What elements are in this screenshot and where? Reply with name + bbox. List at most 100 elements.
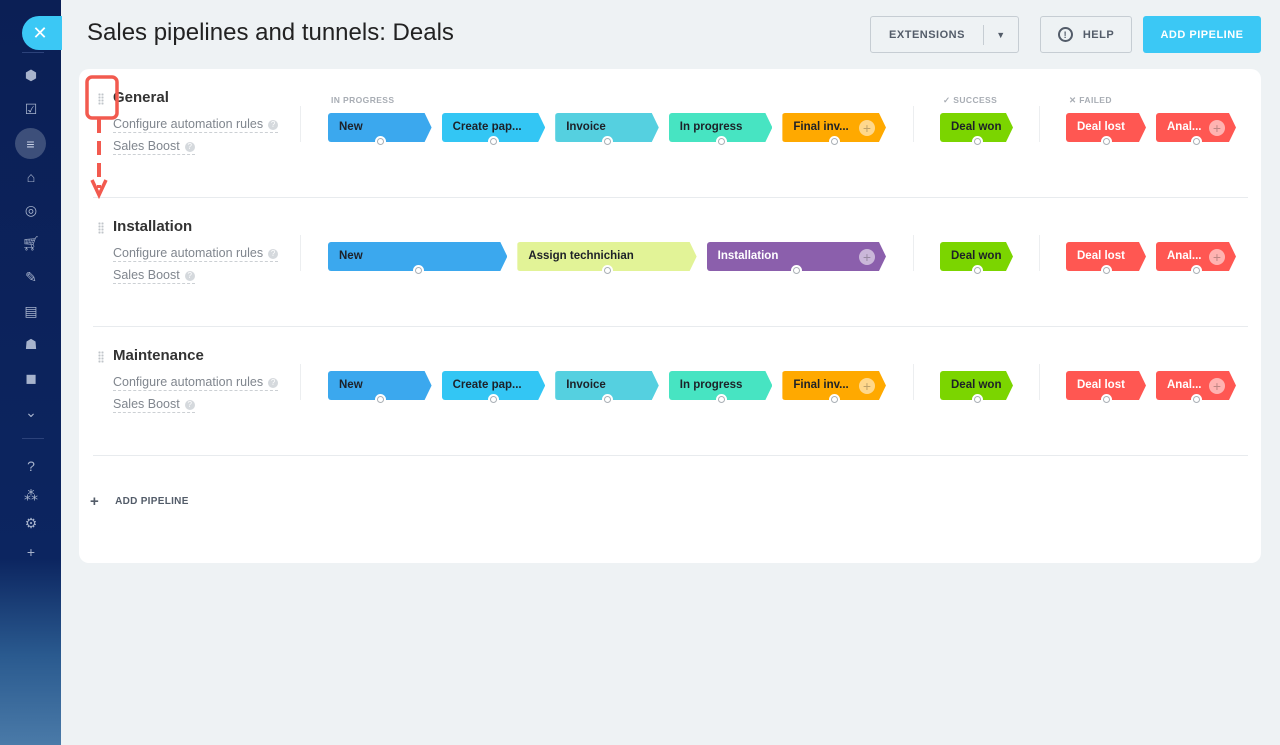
stage-label: Deal lost: [1077, 379, 1125, 391]
help-label: HELP: [1082, 28, 1115, 41]
stage-label: Final inv...: [793, 121, 849, 133]
stage-connector-dot[interactable]: [1101, 136, 1112, 147]
plus-icon[interactable]: +: [26, 544, 36, 560]
stage-connector-dot[interactable]: [715, 136, 727, 147]
stage-connector-dot[interactable]: [412, 265, 424, 276]
stage-connector-dot[interactable]: [1191, 265, 1202, 276]
add-stage-icon[interactable]: +: [1209, 120, 1225, 136]
cart-icon[interactable]: 🛒︎: [22, 234, 40, 251]
help-icon[interactable]: ?: [268, 248, 279, 259]
divider: [300, 106, 301, 142]
stage-connector-dot[interactable]: [601, 136, 613, 147]
drag-handle-icon[interactable]: [98, 93, 104, 105]
stage-connector-dot[interactable]: [1101, 265, 1112, 276]
add-stage-icon[interactable]: +: [859, 378, 875, 394]
close-icon[interactable]: ✕: [22, 16, 62, 50]
filter-icon[interactable]: ≡: [15, 128, 46, 159]
pipeline-name: General: [113, 89, 169, 106]
stage-connector-dot[interactable]: [971, 394, 983, 405]
pipeline-row: General Configure automation rules? Sale…: [93, 69, 1248, 198]
stage-label: In progress: [679, 121, 743, 133]
sitemap-icon[interactable]: ⁂: [24, 486, 38, 503]
drag-handle-icon[interactable]: [98, 222, 104, 234]
add-stage-icon[interactable]: +: [859, 120, 875, 136]
stage-connector-dot[interactable]: [488, 136, 500, 147]
stage-label: Create pap...: [452, 121, 522, 133]
help-icon[interactable]: ?: [184, 141, 195, 152]
x-icon: ✕: [1069, 95, 1080, 105]
stage-wrapper: Final inv... +: [782, 371, 886, 405]
stage-connector-dot[interactable]: [971, 265, 983, 276]
help-icon[interactable]: ?: [27, 458, 35, 474]
stage-label: Invoice: [566, 121, 606, 133]
stage-wrapper: New: [328, 242, 507, 276]
stage-connector-dot[interactable]: [1101, 394, 1112, 405]
robot-icon[interactable]: ☗: [24, 335, 38, 352]
stage-connector-dot[interactable]: [1191, 136, 1202, 147]
add-pipeline-link[interactable]: + ADD PIPELINE: [90, 493, 189, 510]
add-pipeline-button[interactable]: ADD PIPELINE: [1143, 16, 1261, 53]
sales-boost-link[interactable]: Sales Boost?: [113, 268, 195, 284]
stage-connector-dot[interactable]: [601, 265, 613, 276]
add-stage-icon[interactable]: +: [859, 249, 875, 265]
automation-rules-link[interactable]: Configure automation rules?: [113, 375, 279, 391]
stage-connector-dot[interactable]: [715, 394, 727, 405]
help-icon[interactable]: ?: [268, 119, 279, 130]
divider: [1039, 235, 1040, 271]
warehouse-icon[interactable]: ⌂: [26, 169, 36, 185]
box-icon[interactable]: ◼: [25, 369, 37, 386]
help-icon: !: [1057, 27, 1073, 42]
signature-icon[interactable]: ✎: [25, 268, 37, 285]
divider: [913, 364, 914, 400]
tasks-icon[interactable]: ☑: [24, 100, 38, 117]
stage-chip[interactable]: Anal... +: [1156, 242, 1236, 271]
stage-connector-dot[interactable]: [601, 394, 613, 405]
in-progress-stages: New Create pap... Invoice In progress Final …: [328, 371, 886, 405]
help-icon[interactable]: ?: [268, 377, 279, 388]
stage-wrapper: In progress: [669, 113, 773, 147]
automation-rules-link[interactable]: Configure automation rules?: [113, 117, 279, 133]
sales-boost-link[interactable]: Sales Boost?: [113, 139, 195, 155]
stage-chip[interactable]: Final inv... +: [782, 113, 886, 142]
target-icon[interactable]: ◎: [24, 201, 38, 218]
divider: [22, 438, 44, 439]
stage-wrapper: Invoice: [555, 113, 659, 147]
failed-stages: Deal lost Anal... +: [1066, 371, 1236, 405]
sales-boost-link[interactable]: Sales Boost?: [113, 397, 195, 413]
settings-icon[interactable]: ⚙: [24, 514, 38, 531]
stage-connector-dot[interactable]: [971, 136, 983, 147]
add-stage-icon[interactable]: +: [1209, 249, 1225, 265]
pipeline-name: Maintenance: [113, 347, 204, 364]
check-icon: ✓: [943, 95, 954, 105]
add-stage-icon[interactable]: +: [1209, 378, 1225, 394]
contact-card-icon[interactable]: ▤: [24, 302, 38, 319]
chevron-down-icon[interactable]: ▼: [996, 29, 1006, 40]
divider: [1039, 106, 1040, 142]
more-chevron-icon[interactable]: ⌄: [25, 403, 37, 420]
automation-rules-link[interactable]: Configure automation rules?: [113, 246, 279, 262]
stage-label: Anal...: [1167, 250, 1202, 262]
stage-connector-dot[interactable]: [488, 394, 500, 405]
divider: [1039, 364, 1040, 400]
pipeline-icon[interactable]: ⬢: [24, 66, 38, 83]
help-icon[interactable]: ?: [184, 399, 195, 410]
stage-connector-dot[interactable]: [791, 265, 803, 276]
stage-connector-dot[interactable]: [829, 394, 841, 405]
stage-wrapper: Deal won: [940, 371, 1013, 405]
stage-connector-dot[interactable]: [374, 136, 386, 147]
stage-connector-dot[interactable]: [1191, 394, 1202, 405]
drag-handle-icon[interactable]: [98, 351, 104, 363]
stage-chip[interactable]: Deal lost: [1066, 242, 1146, 271]
stage-wrapper: Anal... +: [1156, 113, 1236, 147]
stage-chip[interactable]: Anal... +: [1156, 113, 1236, 142]
stage-connector-dot[interactable]: [374, 394, 386, 405]
stage-connector-dot[interactable]: [829, 136, 841, 147]
divider: [22, 52, 44, 53]
stage-label: Deal lost: [1077, 250, 1125, 262]
divider: [983, 24, 984, 45]
help-button[interactable]: ! HELP: [1040, 16, 1132, 53]
divider: [300, 364, 301, 400]
stage-wrapper: Anal... +: [1156, 242, 1236, 276]
help-icon[interactable]: ?: [184, 270, 195, 281]
extensions-button[interactable]: EXTENSIONS ▼: [870, 16, 1019, 53]
